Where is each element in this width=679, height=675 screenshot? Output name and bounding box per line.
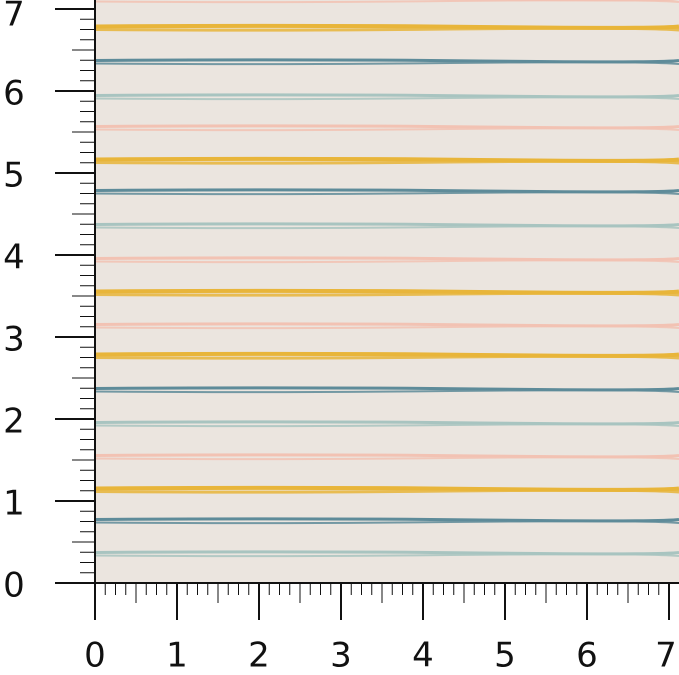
- stripe: [94, 96, 679, 101]
- x-label: 1: [166, 636, 188, 675]
- stripe: [94, 0, 679, 4]
- stripe: [94, 488, 679, 494]
- x-label: 7: [655, 636, 677, 675]
- stripe: [94, 159, 679, 165]
- x-label: 5: [494, 636, 516, 675]
- stripes: [94, 0, 679, 558]
- stripe: [94, 259, 679, 264]
- y-label: 2: [3, 402, 25, 442]
- x-label: 0: [84, 636, 106, 675]
- stripe: [94, 423, 679, 428]
- stripe: [94, 520, 679, 525]
- stripe: [94, 225, 679, 230]
- y-label: 5: [3, 156, 25, 196]
- x-label: 4: [412, 636, 434, 675]
- x-label: 6: [576, 636, 598, 675]
- x-label: 2: [248, 636, 270, 675]
- ruler: 0 1 2 3 4 5 6 7 0 1 2 3 4 5 6 7: [3, 0, 679, 675]
- stripe: [94, 61, 679, 66]
- x-label: 3: [330, 636, 352, 675]
- stripe: [94, 291, 679, 297]
- y-label: 0: [3, 566, 25, 606]
- stripe: [94, 191, 679, 196]
- stripe: [94, 127, 679, 132]
- stripe: [94, 354, 679, 360]
- stripe: [94, 456, 679, 461]
- y-label: 6: [3, 74, 25, 114]
- y-label: 3: [3, 320, 25, 360]
- stripe: [94, 553, 679, 558]
- stripe: [94, 389, 679, 394]
- y-label: 1: [3, 484, 25, 524]
- y-label: 7: [3, 0, 25, 35]
- stripe: [94, 325, 679, 330]
- y-label: 4: [3, 238, 25, 278]
- stripe: [94, 26, 679, 32]
